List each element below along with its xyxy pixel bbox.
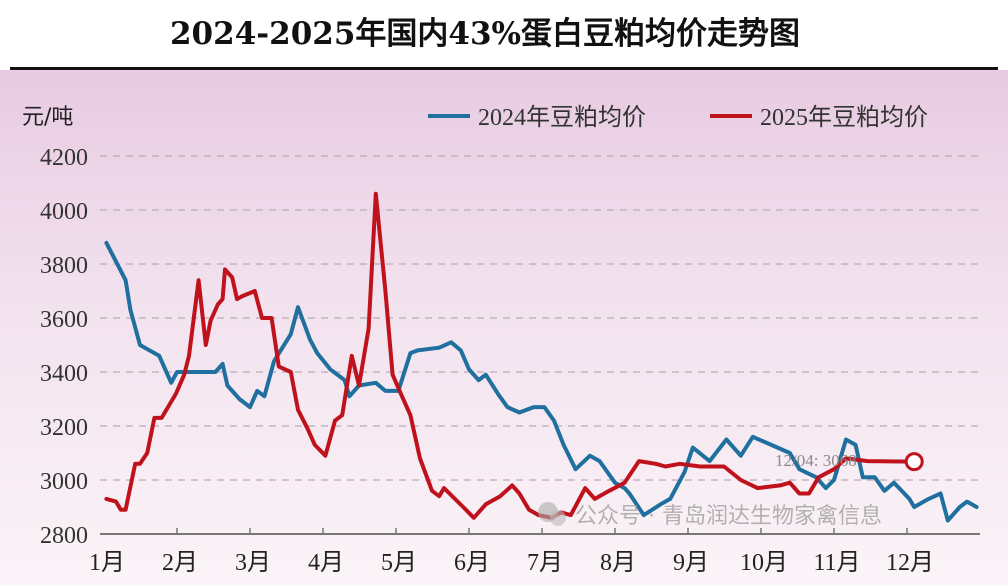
y-axis-ticks: 2800 3000 3200 3400 3600 3800 4000 4200 <box>40 145 88 549</box>
x-tick-label: 4月 <box>308 550 344 576</box>
title-divider <box>10 67 998 70</box>
x-tick-label: 8月 <box>600 550 636 576</box>
y-tick-label: 3600 <box>40 307 88 333</box>
x-tick-label: 5月 <box>381 550 417 576</box>
y-tick-label: 2800 <box>40 523 88 549</box>
chart-title: 2024-2025年国内43%蛋白豆粕均价走势图 <box>169 16 801 52</box>
watermark-text: 公众号 · 青岛润达生物家禽信息 <box>575 504 882 529</box>
y-tick-label: 4200 <box>40 145 88 171</box>
last-value-annotation: 12/04: 3068 <box>775 451 857 470</box>
gridlines <box>100 155 980 481</box>
watermark: 公众号 · 青岛润达生物家禽信息 <box>538 502 882 529</box>
x-tick-label: 6月 <box>454 550 490 576</box>
title-bar: 2024-2025年国内43%蛋白豆粕均价走势图 <box>0 0 1008 70</box>
y-tick-label: 3400 <box>40 361 88 387</box>
y-tick-label: 3800 <box>40 253 88 279</box>
x-tick-label: 9月 <box>673 550 709 576</box>
series-line-2025 <box>104 191 917 520</box>
x-axis-ticks: 1月 2月 3月 4月 5月 6月 7月 8月 9月 10月 11月 12月 <box>89 528 934 576</box>
x-tick-label: 2月 <box>162 550 198 576</box>
y-tick-label: 3000 <box>40 469 88 495</box>
y-axis-unit: 元/吨 <box>22 105 73 130</box>
y-tick-label: 4000 <box>40 199 88 225</box>
x-tick-label: 10月 <box>740 550 788 576</box>
wechat-icon-bubble <box>550 510 566 526</box>
x-tick-label: 3月 <box>235 550 271 576</box>
series-line-2024 <box>104 240 979 523</box>
legend: 2024年豆粕均价 2025年豆粕均价 <box>428 104 928 131</box>
x-tick-label: 7月 <box>527 550 563 576</box>
legend-label-2025: 2025年豆粕均价 <box>760 104 928 131</box>
y-tick-label: 3200 <box>40 415 88 441</box>
last-value-marker <box>904 452 924 472</box>
x-tick-label: 1月 <box>89 550 125 576</box>
x-tick-label: 11月 <box>813 550 860 576</box>
legend-label-2024: 2024年豆粕均价 <box>478 104 646 131</box>
x-tick-label: 12月 <box>886 550 934 576</box>
series-lines <box>104 191 979 523</box>
